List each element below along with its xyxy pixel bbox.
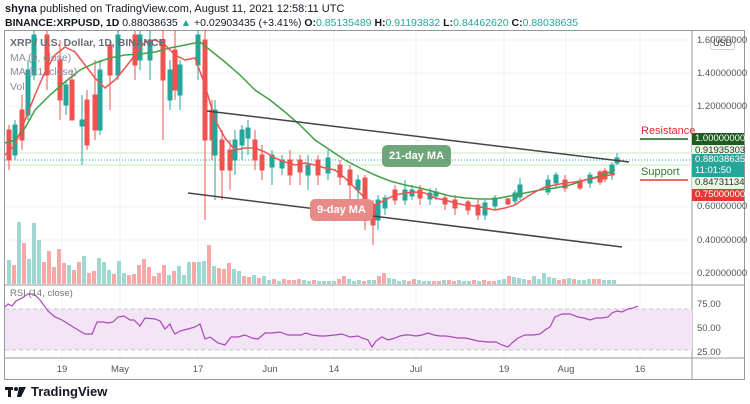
- candlesticks: [6, 30, 620, 245]
- price-change: +0.02903435 (+3.41%): [194, 17, 302, 29]
- price-tick: 0.20000000: [697, 268, 748, 279]
- open-label: O:: [304, 17, 317, 29]
- volume-bars: [7, 222, 616, 284]
- price-tick: 0.40000000: [697, 235, 748, 246]
- legend-vol[interactable]: Vol: [10, 80, 25, 93]
- rsi-line: [4, 293, 639, 349]
- x-tick: Jul: [409, 364, 423, 375]
- close-value: 0.88038635: [522, 17, 579, 29]
- high-label: H:: [374, 17, 386, 29]
- publisher-name: shyna: [5, 3, 37, 15]
- low-label: L:: [443, 17, 454, 29]
- open-value: 0.85135489: [316, 17, 372, 29]
- tradingview-logo-icon: [5, 386, 26, 397]
- x-tick: 17: [192, 364, 204, 375]
- lower-level-price-tag: 0.84731134: [692, 177, 745, 189]
- x-tick: 14: [328, 364, 340, 375]
- channel-lower-line: [187, 192, 623, 248]
- price-tick: 0.60000000: [697, 201, 748, 212]
- resistance-label: Resistance: [641, 125, 696, 137]
- symbol-label: BINANCE:XRPUSD, 1D: [5, 17, 120, 29]
- tradingview-logo[interactable]: TradingView: [5, 384, 107, 399]
- countdown-tag: 11:01:50: [692, 165, 744, 177]
- ma21-line: [4, 41, 616, 200]
- ma21-callout: 21-day MA: [382, 145, 452, 167]
- publish-info: shyna published on TradingView.com, Augu…: [5, 3, 344, 15]
- x-tick: Aug: [557, 364, 575, 375]
- x-tick: Jun: [262, 364, 278, 375]
- rsi-tick: 25.00: [697, 347, 721, 358]
- legend-title: XRP / U.S. Dollar, 1D, BINANCE: [10, 37, 166, 49]
- price-tick: 1.60000000: [697, 35, 748, 46]
- low-value: 0.84462620: [453, 17, 509, 29]
- rsi-band: [5, 309, 692, 350]
- triangle-up-icon: ▲: [180, 17, 192, 29]
- support-label: Support: [641, 166, 680, 178]
- legend-ma9[interactable]: MA (9, close): [10, 51, 72, 64]
- x-tick: May: [111, 364, 129, 375]
- close-label: C:: [511, 17, 523, 29]
- x-tick: 16: [634, 364, 646, 375]
- price-tick: 1.20000000: [697, 101, 748, 112]
- resistance-price-tag: 1.00000000: [692, 133, 745, 145]
- x-tick: 19: [56, 364, 68, 375]
- currency-badge[interactable]: USD: [710, 36, 736, 50]
- published-text: published on TradingView.com, August 11,…: [39, 3, 345, 15]
- symbol-info-bar: BINANCE:XRPUSD, 1D 0.88038635 ▲ +0.02903…: [5, 17, 578, 29]
- brand-name: TradingView: [31, 384, 108, 399]
- support-price-tag: 0.75000000: [692, 189, 745, 201]
- high-value: 0.91193832: [385, 17, 441, 29]
- chart-legend: XRP / U.S. Dollar, 1D, BINANCE MA (9, cl…: [10, 36, 166, 94]
- grid: [5, 31, 692, 358]
- rsi-tick: 50.00: [697, 323, 721, 334]
- ma9-line: [4, 39, 616, 211]
- rsi-legend[interactable]: RSI (14, close): [10, 288, 73, 299]
- channel-upper-line: [206, 110, 630, 163]
- ma9-callout: 9-day MA: [310, 199, 373, 221]
- legend-ma21[interactable]: MA (21, close): [10, 66, 78, 78]
- chart-frame[interactable]: [4, 30, 745, 380]
- rsi-tick: 75.00: [697, 299, 721, 310]
- last-price-tag: 0.88038635: [692, 154, 745, 166]
- x-tick: 19: [498, 364, 510, 375]
- last-price: 0.88038635: [122, 17, 178, 29]
- price-tick: 1.40000000: [697, 68, 748, 79]
